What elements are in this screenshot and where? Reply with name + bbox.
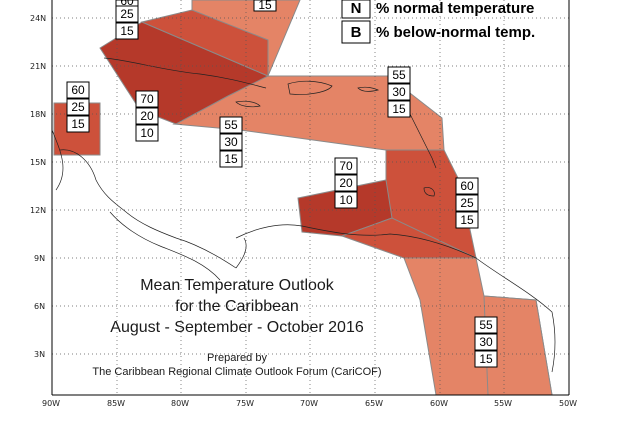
title-block: Mean Temperature Outlook for the Caribbe… xyxy=(92,277,381,378)
lon-label: 60W xyxy=(430,399,448,408)
coastline-south-america xyxy=(235,224,556,373)
prob-box-western-belize: 60 25 15 xyxy=(66,81,90,133)
lon-label: 75W xyxy=(236,399,254,408)
legend-key-normal: N xyxy=(351,0,362,17)
prob-normal: 25 xyxy=(460,196,474,210)
prob-normal: 30 xyxy=(479,335,493,349)
lat-label: 18N xyxy=(30,110,46,119)
prob-box-south-caribbean: 70 20 10 xyxy=(334,157,358,209)
lat-label: 9N xyxy=(34,254,45,263)
prob-box-western-caribbean: 70 20 10 xyxy=(135,90,159,142)
prob-below: 15 xyxy=(71,117,85,131)
coastline-jamaica xyxy=(235,100,261,108)
prob-box-guianas: 55 30 15 xyxy=(474,316,498,368)
prob-below: 10 xyxy=(140,126,154,140)
prob-below: 15 xyxy=(120,24,134,38)
coastline-cuba xyxy=(103,57,267,89)
legend-key-below: B xyxy=(351,24,362,41)
prob-normal: 20 xyxy=(339,176,353,190)
prob-below: 15 xyxy=(460,213,474,227)
legend-label-normal: % normal temperature xyxy=(376,0,534,17)
lon-label: 85W xyxy=(107,399,125,408)
lat-axis: 24N 21N 18N 15N 12N 9N 6N 3N xyxy=(30,14,46,359)
lat-label: 24N xyxy=(30,14,46,23)
coastline-puerto-rico xyxy=(357,86,380,92)
title-line-3: August - September - October 2016 xyxy=(110,319,364,336)
prob-above: 60 xyxy=(71,83,85,97)
prob-box-caribbean-north: 55 30 15 xyxy=(219,116,243,168)
prob-above: 60 xyxy=(120,0,134,8)
lon-label: 90W xyxy=(42,399,60,408)
prob-above: 60 xyxy=(460,179,474,193)
lat-label: 12N xyxy=(30,206,46,215)
prob-above: 55 xyxy=(392,68,406,82)
prob-above: 55 xyxy=(224,118,238,132)
lon-label: 65W xyxy=(365,399,383,408)
legend-key-box xyxy=(341,0,371,19)
lon-label: 55W xyxy=(494,399,512,408)
title-line-2: for the Caribbean xyxy=(175,298,299,315)
legend-key-box xyxy=(341,20,371,44)
lon-label: 70W xyxy=(300,399,318,408)
prob-above: 70 xyxy=(339,159,353,173)
coastlines xyxy=(51,57,556,373)
lon-label: 50W xyxy=(559,399,577,408)
lat-label: 6N xyxy=(34,302,45,311)
lon-axis: 90W 85W 80W 75W 70W 65W 60W 55W 50W xyxy=(42,399,577,408)
prob-below: 15 xyxy=(224,152,238,166)
prob-normal: 25 xyxy=(71,100,85,114)
organization-credit: The Caribbean Regional Climate Outlook F… xyxy=(92,366,381,378)
prob-normal: 20 xyxy=(140,109,154,123)
prob-below: 15 xyxy=(258,0,272,12)
map-frame xyxy=(51,0,570,396)
coastline-trinidad xyxy=(423,187,435,197)
region-cuba-upper xyxy=(140,9,269,77)
legend: N % normal temperature B % below-normal … xyxy=(341,0,535,44)
prepared-by: Prepared by xyxy=(207,352,267,364)
prob-box-east-caribbean: 60 25 15 xyxy=(455,177,479,229)
prob-normal: 30 xyxy=(392,85,406,99)
lat-label: 21N xyxy=(30,62,46,71)
prob-normal: 30 xyxy=(224,135,238,149)
lat-label: 3N xyxy=(34,350,45,359)
prob-below: 15 xyxy=(479,352,493,366)
lat-label: 15N xyxy=(30,158,46,167)
prob-below: 15 xyxy=(392,102,406,116)
prob-above: 70 xyxy=(140,92,154,106)
prob-below: 10 xyxy=(339,193,353,207)
lon-label: 80W xyxy=(171,399,189,408)
coastline-hispaniola xyxy=(287,80,333,95)
prob-above: 55 xyxy=(479,318,493,332)
prob-normal: 25 xyxy=(120,7,134,21)
probability-boxes: 60 25 15 15 60 25 15 70 20 10 xyxy=(66,0,498,368)
prob-box-cuba-east-top: 15 xyxy=(253,0,277,12)
coastline-mexico-central-america xyxy=(51,129,237,281)
prob-box-puerto-rico-leeward: 55 30 15 xyxy=(387,66,411,118)
title-line-1: Mean Temperature Outlook xyxy=(140,277,335,294)
legend-label-below: % below-normal temp. xyxy=(376,24,535,41)
prob-box-cuba-west: 60 25 15 xyxy=(115,0,139,40)
